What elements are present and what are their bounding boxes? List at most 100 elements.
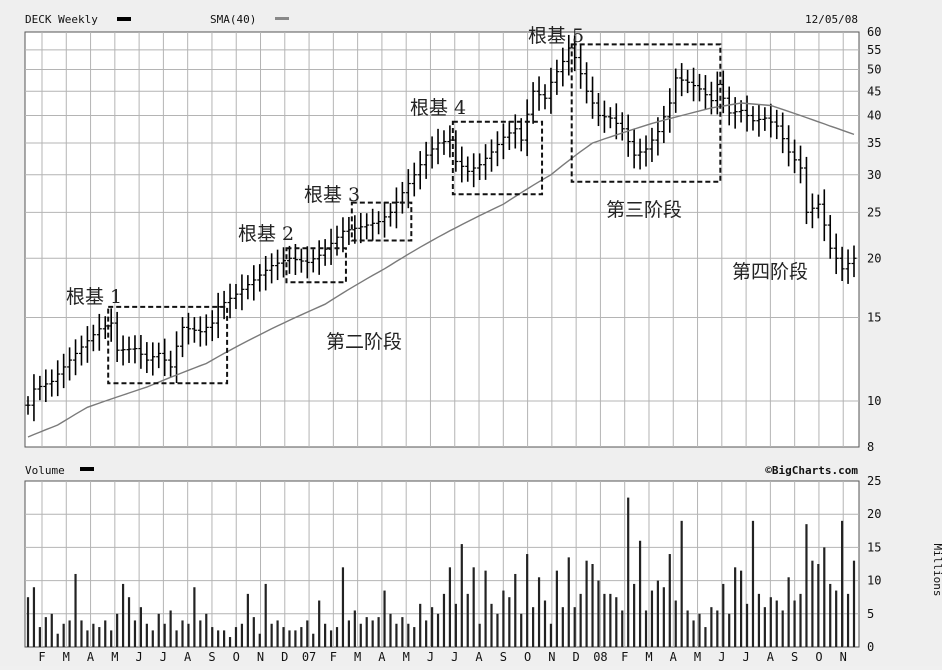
x-tick-label: F xyxy=(330,650,337,664)
x-tick-label: S xyxy=(208,650,215,664)
volume-bar xyxy=(163,623,166,647)
volume-bar xyxy=(668,554,671,647)
volume-bar xyxy=(573,607,576,647)
volume-bar xyxy=(62,623,65,647)
price-tick-label: 10 xyxy=(867,394,881,408)
volume-bar xyxy=(728,613,731,647)
volume-bar xyxy=(615,597,618,647)
volume-bar xyxy=(627,497,630,647)
price-tick-label: 35 xyxy=(867,136,881,150)
volume-bar xyxy=(341,567,345,647)
x-tick-label: J xyxy=(742,650,749,664)
volume-bar xyxy=(288,630,291,647)
volume-bar xyxy=(591,564,594,647)
volume-bar xyxy=(841,520,844,647)
volume-bar xyxy=(246,593,249,647)
price-tick-label: 8 xyxy=(867,440,874,454)
volume-bar xyxy=(419,603,422,647)
volume-bar xyxy=(769,597,772,647)
x-tick-label: N xyxy=(548,650,555,664)
volume-bar xyxy=(169,610,172,647)
volume-bar xyxy=(478,623,481,647)
price-tick-label: 30 xyxy=(867,168,881,182)
volume-bar xyxy=(805,524,808,647)
volume-bar xyxy=(151,630,154,647)
price-tick-label: 60 xyxy=(867,25,881,39)
volume-bar xyxy=(638,540,642,647)
volume-bar xyxy=(716,610,719,647)
volume-bar xyxy=(751,520,755,647)
volume-bar xyxy=(514,573,517,647)
volume-bar xyxy=(644,610,648,647)
volume-bar xyxy=(193,587,196,647)
volume-bar xyxy=(585,560,588,647)
volume-bar xyxy=(829,583,832,647)
volume-bar xyxy=(692,620,695,647)
volume-bar xyxy=(722,583,725,647)
x-tick-label: A xyxy=(767,650,775,664)
x-tick-label: A xyxy=(378,650,386,664)
volume-bar xyxy=(139,607,143,647)
volume-bar xyxy=(318,600,321,647)
volume-bar xyxy=(633,583,636,647)
volume-bar xyxy=(116,613,119,647)
volume-bar xyxy=(537,577,541,647)
volume-bar xyxy=(520,613,523,647)
x-tick-label: D xyxy=(281,650,288,664)
volume-bar xyxy=(775,600,778,647)
volume-bar xyxy=(454,603,457,647)
volume-bar xyxy=(508,597,511,647)
x-tick-label: M xyxy=(403,650,410,664)
x-tick-label: F xyxy=(38,650,45,664)
volume-bar xyxy=(460,544,463,647)
volume-bar xyxy=(74,573,77,647)
volume-bar xyxy=(395,623,398,647)
x-axis-ticks: F M A M J J A S O N D 07 F M A M J J A S O N D 08 F M A M J J A S O N xyxy=(38,650,846,664)
volume-bar xyxy=(44,617,47,647)
x-tick-label: O xyxy=(233,650,240,664)
x-tick-label: M xyxy=(63,650,70,664)
x-tick-label: S xyxy=(500,650,507,664)
volume-bar xyxy=(401,617,404,647)
volume-bar xyxy=(757,593,761,647)
volume-bar xyxy=(282,627,285,647)
volume-bar xyxy=(579,593,582,647)
x-tick-label: J xyxy=(160,650,167,664)
volume-bar xyxy=(258,633,261,647)
volume-tick-label: 25 xyxy=(867,474,881,488)
volume-bar xyxy=(86,630,89,647)
volume-bar xyxy=(549,623,553,647)
volume-bar xyxy=(609,593,612,647)
volume-bar xyxy=(787,577,790,647)
stage2-label: 第二阶段 xyxy=(326,331,402,353)
volume-bar xyxy=(674,600,677,647)
volume-bar xyxy=(425,620,428,647)
volume-bar xyxy=(621,610,624,647)
base3-label: 根基 3 xyxy=(304,184,360,206)
sma-legend-swatch xyxy=(275,17,289,20)
volume-bar xyxy=(823,547,826,647)
volume-tick-label: 20 xyxy=(867,507,881,521)
x-tick-label: J xyxy=(427,650,434,664)
stage3-label: 第三阶段 xyxy=(606,199,682,221)
volume-tick-label: 0 xyxy=(867,640,874,654)
volume-bar xyxy=(38,627,41,647)
volume-bar xyxy=(811,560,814,647)
volume-bar xyxy=(175,630,178,647)
ticker-label: DECK Weekly xyxy=(25,13,98,26)
price-bars xyxy=(25,34,857,422)
volume-bar xyxy=(240,623,244,647)
volume-bar xyxy=(217,630,220,647)
volume-bar xyxy=(157,613,160,647)
base-box-1 xyxy=(107,305,229,385)
volume-bar xyxy=(110,630,113,647)
stage4-label: 第四阶段 xyxy=(732,261,808,283)
volume-bar xyxy=(430,607,434,647)
price-tick-label: 45 xyxy=(867,84,881,98)
volume-bar xyxy=(228,637,232,647)
volume-bar xyxy=(555,570,558,647)
volume-bar xyxy=(187,623,190,647)
sma-label: SMA(40) xyxy=(210,13,256,26)
volume-bar xyxy=(252,617,255,647)
volume-bar xyxy=(436,613,440,647)
